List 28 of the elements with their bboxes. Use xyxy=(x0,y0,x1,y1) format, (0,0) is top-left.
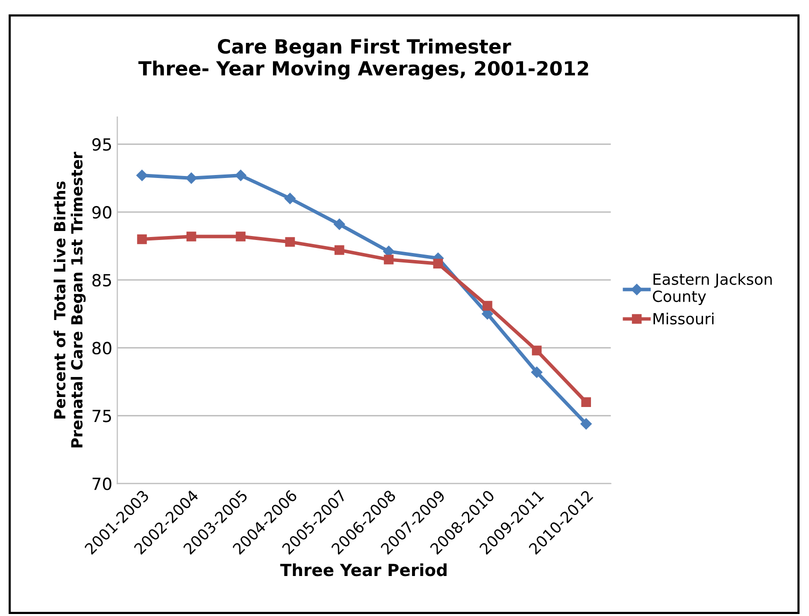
point xyxy=(235,170,246,182)
point xyxy=(137,234,147,244)
point xyxy=(482,300,492,311)
chart-title: Care Began First Trimester Three- Year Moving Averages, 2001-2012 xyxy=(138,38,588,80)
point xyxy=(236,232,246,242)
x-axis-title: Three Year Period xyxy=(280,563,447,576)
point xyxy=(285,237,295,247)
point xyxy=(531,366,542,378)
y-axis-title: Percent of Total Live Births Prenatal Care Began 1st Trimester xyxy=(54,152,86,448)
point xyxy=(580,418,592,430)
point xyxy=(136,170,148,182)
point xyxy=(186,232,196,242)
point xyxy=(581,397,591,407)
y-tick-label: 70 xyxy=(92,478,112,490)
legend-label: Eastern Jackson County xyxy=(652,273,772,306)
y-tick-label: 90 xyxy=(92,206,112,219)
point xyxy=(186,172,197,184)
y-tick-label: 95 xyxy=(92,138,111,151)
legend-label: Missouri xyxy=(654,312,714,324)
point xyxy=(384,254,394,264)
point xyxy=(284,192,296,204)
y-tick-label: 75 xyxy=(92,410,111,422)
y-tick-label: 85 xyxy=(92,274,111,287)
point xyxy=(433,258,443,269)
point xyxy=(334,218,345,230)
point xyxy=(532,346,542,356)
y-tick-label: 80 xyxy=(92,342,112,354)
point xyxy=(334,245,344,255)
